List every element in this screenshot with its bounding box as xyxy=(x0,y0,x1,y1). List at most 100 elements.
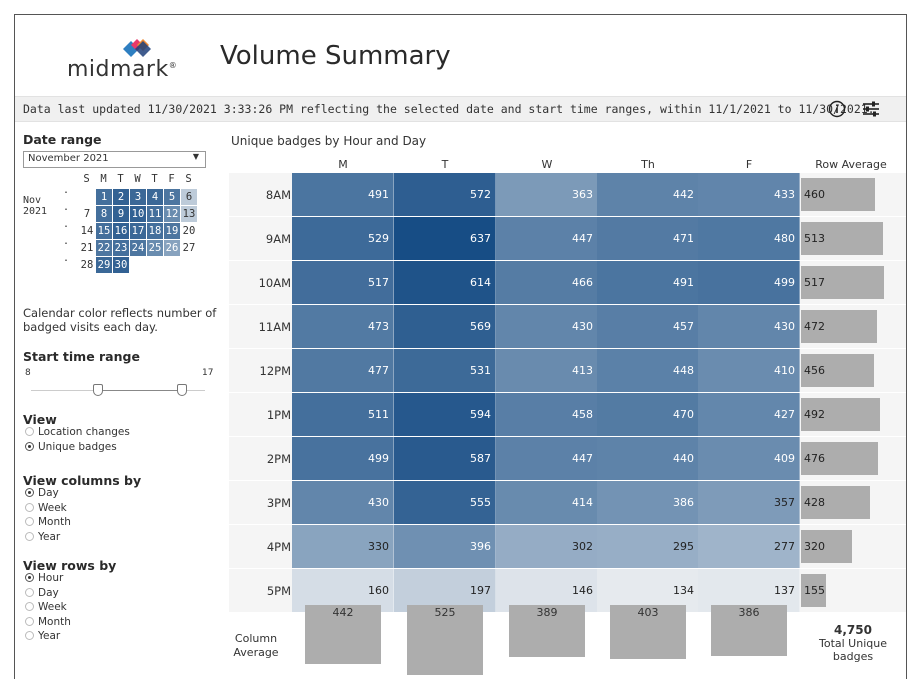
heatmap-cell[interactable]: 637 xyxy=(394,217,496,260)
heatmap-cell[interactable]: 466 xyxy=(496,261,598,304)
heatmap-cell[interactable]: 409 xyxy=(698,437,800,480)
view-option-unique-badges[interactable]: Unique badges xyxy=(25,441,117,455)
calendar-day[interactable]: 19 xyxy=(164,223,180,239)
info-icon[interactable] xyxy=(828,100,846,118)
heatmap-cell[interactable]: 440 xyxy=(597,437,699,480)
heatmap-cell[interactable]: 614 xyxy=(394,261,496,304)
columns-option-year[interactable]: Year xyxy=(25,531,60,545)
radio-label: Month xyxy=(38,516,71,529)
heatmap-cell[interactable]: 499 xyxy=(292,437,394,480)
heatmap-cell[interactable]: 295 xyxy=(597,525,699,568)
calendar-day[interactable]: 25 xyxy=(147,240,163,256)
calendar-day[interactable]: 10 xyxy=(130,206,146,222)
heatmap-cell[interactable]: 137 xyxy=(698,569,800,612)
radio-label: Hour xyxy=(38,572,64,584)
calendar-day[interactable]: 13 xyxy=(181,206,197,222)
calendar-day[interactable]: 24 xyxy=(130,240,146,256)
view-columns-heading: View columns by xyxy=(23,473,142,488)
total-label: Total Unique badges xyxy=(819,637,887,663)
heatmap-cell[interactable]: 414 xyxy=(496,481,598,524)
rows-option-year[interactable]: Year xyxy=(25,630,60,644)
heatmap-cell[interactable]: 430 xyxy=(496,305,598,348)
heatmap-cell[interactable]: 480 xyxy=(698,217,800,260)
calendar-day[interactable]: 7 xyxy=(83,208,91,220)
calendar-day[interactable]: 3 xyxy=(130,189,146,205)
heatmap-cell[interactable]: 146 xyxy=(496,569,598,612)
calendar-day[interactable]: 9 xyxy=(113,206,129,222)
heatmap-cell[interactable]: 448 xyxy=(597,349,699,392)
heatmap-cell[interactable]: 386 xyxy=(597,481,699,524)
heatmap-cell[interactable]: 587 xyxy=(394,437,496,480)
heatmap-cell[interactable]: 473 xyxy=(292,305,394,348)
calendar-day[interactable]: 14 xyxy=(80,225,94,237)
heatmap-cell[interactable]: 363 xyxy=(496,173,598,216)
heatmap-cell[interactable]: 197 xyxy=(394,569,496,612)
filter-settings-icon[interactable] xyxy=(860,100,882,118)
heatmap-cell[interactable]: 447 xyxy=(496,437,598,480)
heatmap-cell[interactable]: 594 xyxy=(394,393,496,436)
heatmap-cell[interactable]: 410 xyxy=(698,349,800,392)
heatmap-cell[interactable]: 491 xyxy=(597,261,699,304)
heatmap-cell[interactable]: 330 xyxy=(292,525,394,568)
heatmap-cell[interactable]: 531 xyxy=(394,349,496,392)
heatmap-cell[interactable]: 499 xyxy=(698,261,800,304)
heatmap-cell[interactable]: 357 xyxy=(698,481,800,524)
heatmap-cell[interactable]: 555 xyxy=(394,481,496,524)
heatmap-cell[interactable]: 572 xyxy=(394,173,496,216)
row-header-5pm: 5PM xyxy=(266,584,291,598)
heatmap-cell[interactable]: 160 xyxy=(292,569,394,612)
calendar-day[interactable]: 23 xyxy=(113,240,129,256)
calendar-day[interactable]: 16 xyxy=(113,223,129,239)
calendar-day[interactable]: 22 xyxy=(96,240,112,256)
heatmap-cell[interactable]: 433 xyxy=(698,173,800,216)
heatmap-cell[interactable]: 477 xyxy=(292,349,394,392)
calendar-day[interactable]: 28 xyxy=(80,259,94,271)
month-select[interactable]: November 2021 ▼ xyxy=(23,151,206,168)
calendar-day[interactable]: 18 xyxy=(147,223,163,239)
calendar-day[interactable]: 8 xyxy=(96,206,112,222)
calendar-day[interactable]: 1 xyxy=(96,189,112,205)
heatmap-cell[interactable]: 470 xyxy=(597,393,699,436)
calendar-day[interactable]: 11 xyxy=(147,206,163,222)
rows-option-hour[interactable]: Hour xyxy=(25,572,63,586)
calendar-day[interactable]: 5 xyxy=(164,189,180,205)
rows-option-month[interactable]: Month xyxy=(25,616,71,630)
heatmap-cell[interactable]: 569 xyxy=(394,305,496,348)
heatmap-cell[interactable]: 447 xyxy=(496,217,598,260)
heatmap-cell[interactable]: 413 xyxy=(496,349,598,392)
columns-option-month[interactable]: Month xyxy=(25,516,71,530)
calendar-day[interactable]: 21 xyxy=(80,242,94,254)
columns-option-week[interactable]: Week xyxy=(25,502,67,516)
heatmap-cell[interactable]: 442 xyxy=(597,173,699,216)
heatmap-cell[interactable]: 491 xyxy=(292,173,394,216)
heatmap-cell[interactable]: 457 xyxy=(597,305,699,348)
calendar-day[interactable]: 17 xyxy=(130,223,146,239)
view-option-location-changes[interactable]: Location changes xyxy=(25,426,130,440)
heatmap-cell[interactable]: 430 xyxy=(698,305,800,348)
calendar-day[interactable]: 2 xyxy=(113,189,129,205)
heatmap-cell[interactable]: 430 xyxy=(292,481,394,524)
heatmap-cell[interactable]: 302 xyxy=(496,525,598,568)
calendar-day[interactable]: 26 xyxy=(164,240,180,256)
calendar-day[interactable]: 27 xyxy=(182,242,196,254)
heatmap-cell[interactable]: 471 xyxy=(597,217,699,260)
heatmap-cell[interactable]: 529 xyxy=(292,217,394,260)
calendar-day[interactable]: 30 xyxy=(113,257,129,273)
heatmap-cell[interactable]: 427 xyxy=(698,393,800,436)
rows-option-day[interactable]: Day xyxy=(25,587,59,601)
columns-option-day[interactable]: Day xyxy=(25,487,59,501)
calendar-day[interactable]: 29 xyxy=(96,257,112,273)
calendar-day[interactable]: 12 xyxy=(164,206,180,222)
start-time-slider-max-handle[interactable] xyxy=(177,384,187,396)
calendar-day[interactable]: 4 xyxy=(147,189,163,205)
heatmap-cell[interactable]: 277 xyxy=(698,525,800,568)
calendar-day[interactable]: 15 xyxy=(96,223,112,239)
start-time-slider-min-handle[interactable] xyxy=(93,384,103,396)
calendar-day[interactable]: 20 xyxy=(182,225,196,237)
heatmap-cell[interactable]: 458 xyxy=(496,393,598,436)
rows-option-week[interactable]: Week xyxy=(25,601,67,615)
heatmap-cell[interactable]: 517 xyxy=(292,261,394,304)
heatmap-cell[interactable]: 511 xyxy=(292,393,394,436)
heatmap-cell[interactable]: 396 xyxy=(394,525,496,568)
calendar-day[interactable]: 6 xyxy=(181,189,197,205)
